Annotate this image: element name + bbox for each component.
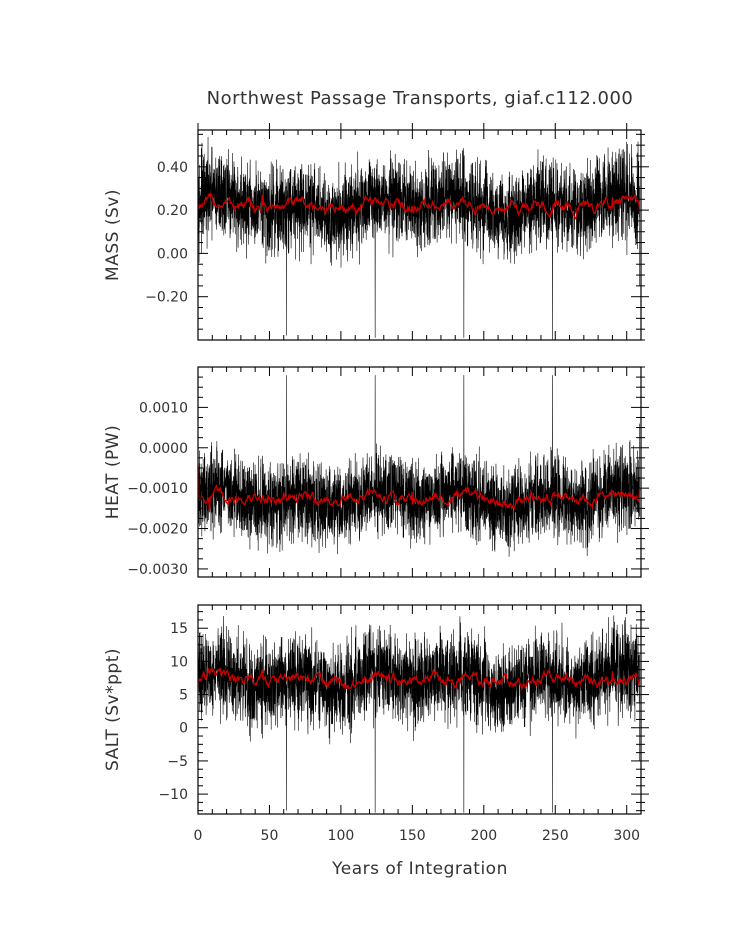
mass-plot-area xyxy=(198,136,641,340)
salt-y-tick-label: −5 xyxy=(167,754,188,770)
mass-y-tick-label: 0.00 xyxy=(157,246,188,262)
salt-y-tick-label: 10 xyxy=(170,654,188,670)
heat-y-tick-label: 0.0010 xyxy=(139,400,188,416)
mass-y-tick-label: 0.40 xyxy=(157,160,188,176)
mass-monthly-series-line xyxy=(198,136,640,340)
heat-y-tick-label: −0.0030 xyxy=(127,562,188,578)
salt-x-tick-label: 300 xyxy=(613,828,640,844)
heat-y-tick-label: −0.0020 xyxy=(127,522,188,538)
salt-annual-mean-series-line xyxy=(198,666,641,691)
mass-frame xyxy=(197,129,642,341)
heat-panel: 0.0010 0.0000 −0.0010 −0.0020 −0.0030 HEAT (P… xyxy=(103,366,649,578)
heat-annual-mean-series-line xyxy=(198,463,641,513)
salt-y-tick-label: 0 xyxy=(179,721,188,737)
salt-frame xyxy=(197,604,642,815)
salt-x-tick-label: 250 xyxy=(542,828,569,844)
salt-y-tick-label: 5 xyxy=(179,688,188,704)
salt-x-tick-label: 200 xyxy=(470,828,497,844)
heat-frame xyxy=(197,366,642,578)
heat-monthly-series-line xyxy=(198,375,640,557)
mass-y-tick-label: −0.20 xyxy=(145,290,188,306)
salt-x-tick-label: 150 xyxy=(399,828,426,844)
x-axis-label: Years of Integration xyxy=(331,859,508,879)
mass-annual-mean-series-line xyxy=(198,191,641,220)
heat-y-tick-label: −0.0010 xyxy=(127,481,188,497)
salt-y-axis-label: SALT (Sv*ppt) xyxy=(103,648,123,771)
mass-y-axis-label: MASS (Sv) xyxy=(103,189,123,281)
heat-y-tick-label: 0.0000 xyxy=(139,441,188,457)
mass-panel: 0.40 0.20 0.00 −0.20 MASS (Sv) xyxy=(103,123,649,341)
salt-monthly-series-line xyxy=(198,615,640,813)
heat-y-axis-label: HEAT (PW) xyxy=(103,425,123,519)
salt-x-tick-label: 100 xyxy=(328,828,355,844)
heat-plot-area xyxy=(198,375,641,557)
salt-x-tick-label: 50 xyxy=(261,828,279,844)
mass-y-tick-label: 0.20 xyxy=(157,203,188,219)
salt-plot-area xyxy=(198,615,641,813)
salt-y-tick-label: −10 xyxy=(158,787,188,803)
chart-title: Northwest Passage Transports, giaf.c112.… xyxy=(207,88,634,109)
salt-y-tick-label: 15 xyxy=(170,621,188,637)
salt-x-tick-label: 0 xyxy=(194,828,203,844)
